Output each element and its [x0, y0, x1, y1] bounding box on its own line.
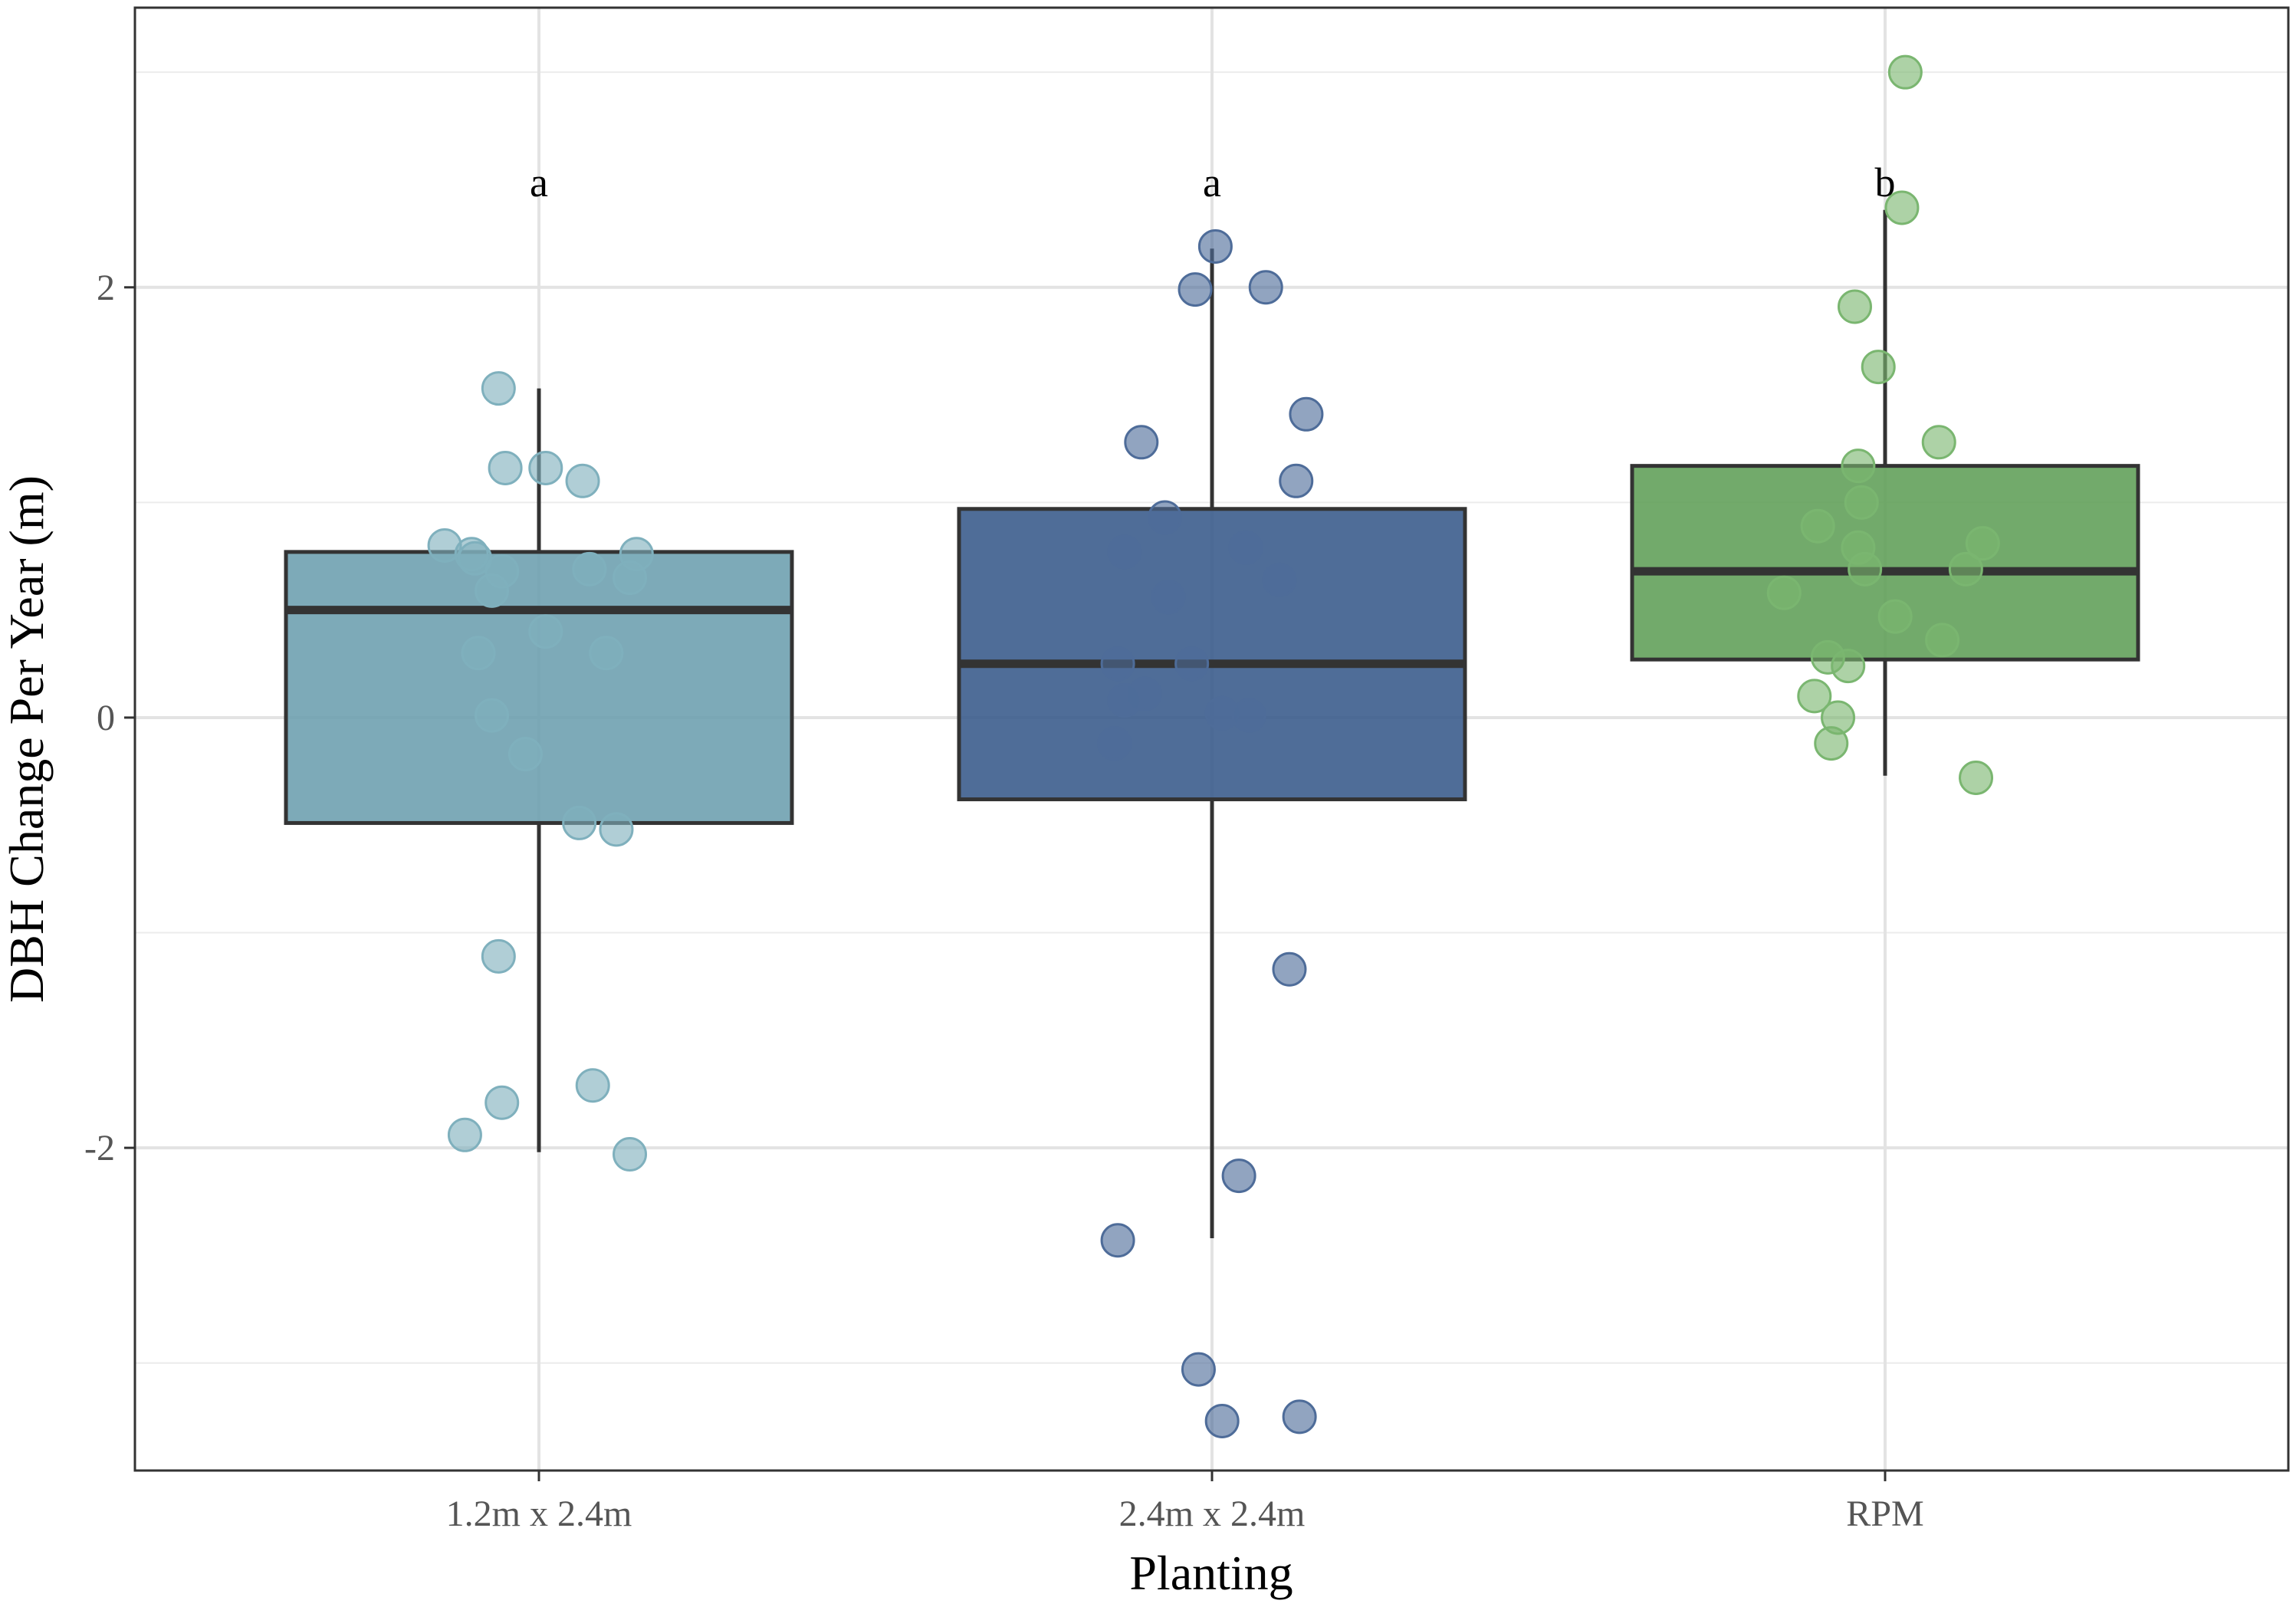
x-tick-label: 1.2m x 2.4m: [446, 1494, 632, 1534]
data-point: [488, 450, 523, 485]
data-point: [1282, 1399, 1317, 1434]
data-point: [1262, 562, 1297, 597]
data-point: [1848, 551, 1883, 587]
data-point: [1965, 526, 2000, 561]
x-tick-label: RPM: [1846, 1494, 1923, 1534]
data-point: [447, 1117, 482, 1152]
data-point: [1107, 534, 1142, 570]
data-point: [461, 636, 496, 671]
data-point: [613, 560, 648, 596]
boxes: [284, 209, 2140, 1238]
data-point: [507, 737, 543, 772]
data-point: [1228, 530, 1263, 565]
data-point: [481, 938, 516, 974]
data-point: [1248, 270, 1283, 305]
data-point: [1887, 54, 1923, 90]
data-point: [1800, 508, 1835, 544]
data-point: [1181, 1352, 1216, 1387]
significance-letter: b: [1875, 159, 1896, 205]
data-point: [1272, 951, 1307, 987]
data-point: [475, 698, 510, 733]
data-point: [1921, 425, 1956, 460]
data-point: [1289, 396, 1324, 432]
x-tick-label: 2.4m x 2.4m: [1119, 1494, 1306, 1534]
data-point: [1107, 682, 1142, 718]
data-point: [1174, 646, 1210, 682]
data-point: [562, 805, 597, 840]
data-point: [1100, 1223, 1135, 1258]
box-iqr: [957, 507, 1467, 802]
data-point: [1204, 1403, 1240, 1438]
data-point: [1831, 649, 1866, 684]
data-point: [589, 636, 624, 671]
significance-letter: a: [530, 159, 548, 205]
data-point: [1766, 575, 1802, 610]
data-point: [1100, 646, 1135, 682]
data-point: [1837, 289, 1872, 324]
axes: -2 0 2 1.2m x 2.4m 2.4m x 2.4m RPM: [84, 268, 1924, 1534]
data-point: [1861, 350, 1896, 385]
data-point: [1844, 485, 1879, 520]
data-point: [1925, 623, 1960, 658]
data-point: [565, 463, 600, 498]
data-point: [1221, 1158, 1256, 1194]
data-point: [1948, 551, 1983, 587]
data-point: [1959, 761, 1994, 796]
y-tick-label: -2: [84, 1128, 115, 1168]
data-point: [1197, 228, 1233, 264]
data-point: [484, 1085, 520, 1120]
data-point: [1231, 698, 1266, 733]
data-point: [1884, 190, 1920, 225]
y-tick-label: 0: [97, 698, 115, 738]
data-point: [572, 551, 607, 587]
data-point: [1151, 580, 1186, 615]
x-axis-title: Planting: [1129, 1546, 1293, 1600]
significance-letter: a: [1203, 159, 1221, 205]
data-points: [427, 54, 2000, 1438]
data-point: [575, 1068, 610, 1103]
data-point: [1877, 599, 1913, 634]
data-point: [528, 450, 563, 485]
data-point: [1148, 500, 1183, 535]
data-point: [475, 573, 510, 608]
data-point: [1097, 726, 1132, 761]
data-point: [481, 371, 516, 406]
data-point: [1797, 679, 1832, 714]
data-point: [1178, 272, 1213, 307]
box-iqr: [284, 550, 794, 825]
data-point: [1124, 425, 1159, 460]
data-point: [1279, 463, 1314, 498]
y-tick-label: 2: [97, 268, 115, 308]
data-point: [528, 614, 563, 649]
data-point: [1814, 726, 1849, 761]
data-point: [599, 812, 634, 847]
data-point: [613, 1137, 648, 1172]
data-point: [1841, 449, 1876, 484]
y-axis-title: DBH Change Per Year (m): [0, 475, 54, 1003]
